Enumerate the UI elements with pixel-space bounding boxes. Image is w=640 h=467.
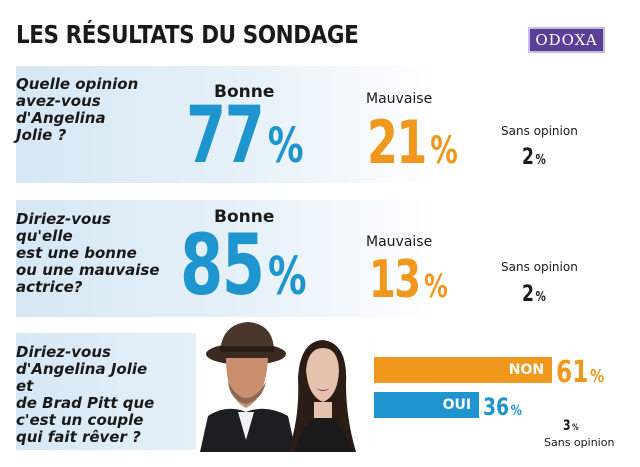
q2-bonne-number: 85 (180, 216, 265, 314)
question-1-text: Quelle opinion avez-vous d'Angelina Joli… (16, 76, 166, 144)
q1-sans-opinion-label: Sans opinion (501, 124, 578, 138)
q1-sans-opinion-value: 2% (522, 145, 546, 170)
q1-mauvaise-number: 21 (367, 108, 427, 178)
question-1-line: Jolie ? (16, 126, 67, 144)
question-2-line: Diriez-vous qu'elle (16, 210, 111, 245)
odoxa-logo: ODOXA (528, 27, 605, 53)
question-panel-2 (16, 200, 436, 317)
question-3-line: Diriez-vous (16, 343, 111, 361)
couple-photo (196, 318, 370, 452)
q1-bonne-percent: % (267, 118, 304, 174)
question-3-line: de Brad Pitt que (16, 394, 155, 412)
q3-sans-opinion-label: Sans opinion (544, 436, 615, 449)
q1-bonne-value: 77% (186, 96, 304, 186)
q1-mauvaise-percent: % (430, 128, 458, 172)
bar-oui-number: 36 (483, 393, 510, 421)
q2-bonne-percent: % (267, 247, 307, 307)
question-1-line: Quelle opinion (16, 75, 139, 93)
question-2-line: ou une mauvaise (16, 261, 160, 279)
q2-sans-percent: % (535, 290, 546, 305)
q1-bonne-label: Bonne (214, 82, 275, 102)
q2-sans-number: 2 (522, 282, 534, 307)
question-2-line: est une bonne (16, 244, 137, 262)
question-3-text: Diriez-vous d'Angelina Jolie et de Brad … (16, 344, 166, 446)
couple-photo-illustration (196, 318, 370, 452)
question-panel-1 (16, 66, 436, 183)
question-1-line: avez-vous (16, 92, 101, 110)
question-3-line: qui fait rêver ? (16, 428, 141, 446)
bar-oui-label: OUI (442, 397, 472, 413)
q1-mauvaise-value: 21% (367, 112, 458, 181)
q2-sans-opinion-value: 2% (522, 282, 546, 307)
q1-sans-percent: % (535, 153, 546, 168)
question-2-line: actrice? (16, 278, 83, 296)
bar-oui-percent: % (510, 403, 522, 419)
q1-mauvaise-label: Mauvaise (366, 91, 433, 107)
bar-non: NON (374, 357, 553, 383)
bar-oui: OUI (374, 392, 480, 418)
q1-sans-number: 2 (522, 145, 534, 170)
question-3-line: c'est un couple (16, 411, 144, 429)
q2-mauvaise-label: Mauvaise (366, 234, 433, 250)
q1-bonne-number: 77 (186, 91, 265, 181)
q3-sans-number: 3 (563, 418, 571, 434)
question-1-line: d'Angelina (16, 109, 106, 127)
q3-sans-percent: % (572, 422, 579, 432)
bar-non-number: 61 (556, 355, 589, 390)
q2-mauvaise-percent: % (424, 267, 448, 305)
q2-sans-opinion-label: Sans opinion (501, 260, 578, 274)
question-3-line: d'Angelina Jolie et (16, 360, 148, 395)
question-2-text: Diriez-vous qu'elle est une bonne ou une… (16, 211, 166, 296)
q2-bonne-label: Bonne (214, 207, 275, 227)
bar-non-value: 61% (556, 355, 604, 390)
q2-mauvaise-number: 13 (369, 250, 421, 310)
q3-sans-opinion-value: 3% (563, 418, 579, 434)
page-title: LES RÉSULTATS DU SONDAGE (16, 20, 359, 49)
bar-non-percent: % (590, 366, 605, 387)
bar-oui-value: 36% (483, 393, 522, 421)
q2-bonne-value: 85% (180, 222, 307, 320)
bar-non-label: NON (508, 362, 545, 378)
q2-mauvaise-value: 13% (369, 253, 448, 313)
